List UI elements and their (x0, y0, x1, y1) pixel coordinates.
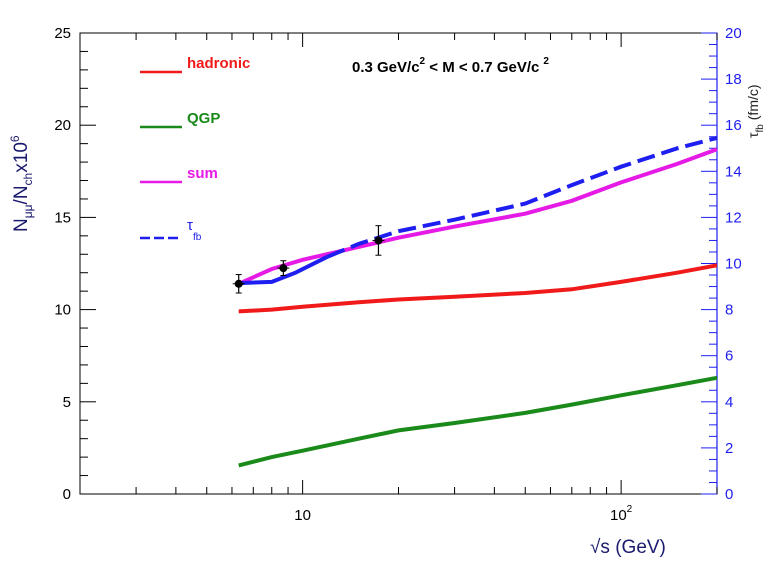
y-tick-label-5: 25 (54, 25, 71, 42)
y2label-sub: fb (755, 124, 766, 133)
y2-tick-label-2: 4 (725, 394, 733, 411)
svg-text:Nμμ/Nchx106: Nμμ/Nchx106 (8, 135, 35, 232)
data-points (232, 225, 385, 294)
plot-frame (79, 32, 718, 495)
x-tick-exp-1: 2 (627, 504, 633, 515)
y-tick-label-3: 15 (54, 209, 71, 226)
svg-text:τfb (fm/c): τfb (fm/c) (745, 84, 766, 138)
x-axis-title: √s (GeV) (590, 537, 666, 558)
y2-axis-title: τfb (fm/c) (745, 84, 766, 138)
x-axis-ticks: 10 102 (79, 33, 718, 524)
x-tick-label-0: 10 (294, 507, 311, 524)
legend-label-3: τfb (187, 217, 202, 243)
legend-label-text-3: τ (187, 217, 193, 234)
ylabel-slash: /N (11, 185, 32, 204)
data-point-2 (374, 236, 383, 245)
y2-tick-label-5: 10 (725, 256, 742, 273)
y-tick-label-0: 0 (63, 486, 71, 503)
y2-tick-label-8: 16 (725, 117, 742, 134)
y2-tick-label-4: 8 (725, 302, 733, 319)
y2-tick-label-9: 18 (725, 71, 742, 88)
y2-tick-label-10: 20 (725, 25, 742, 42)
title-sup-2: 2 (543, 56, 549, 67)
title-part-1: 0.3 GeV/c (352, 59, 420, 76)
series-tau-solid (238, 254, 329, 286)
y-tick-label-1: 5 (63, 394, 71, 411)
y-tick-label-2: 10 (54, 302, 71, 319)
y2-tick-label-1: 2 (725, 440, 733, 457)
series-line-0 (238, 263, 718, 314)
series-tau-dashed (327, 135, 718, 259)
x-tick-label-1: 102 (610, 504, 633, 524)
y2label-tau: τ (745, 132, 761, 138)
y-axis-ticks: 0 5 10 15 20 25 (54, 25, 96, 503)
title-sup-1: 2 (420, 56, 426, 67)
legend-label-text-0: hadronic (187, 55, 250, 72)
ylabel-x10: x10 (11, 142, 32, 173)
series-line-2 (237, 147, 718, 286)
legend-label-text-2: sum (187, 165, 218, 182)
chart-title: 0.3 GeV/c2 < M < 0.7 GeV/c 2 (352, 56, 549, 76)
x-tick-base-0: 10 (294, 507, 311, 524)
legend: hadronic QGP sum τfb (140, 55, 250, 243)
series-group (237, 135, 718, 468)
y2-tick-label-7: 14 (725, 163, 742, 180)
legend-label-2: sum (187, 165, 218, 182)
title-part-2: < M < 0.7 GeV/c (425, 59, 539, 76)
y2label-unit: (fm/c) (745, 84, 761, 124)
ylabel-N: N (11, 218, 32, 232)
y2-axis-ticks: 0 2 4 6 8 10 12 14 16 18 20 (701, 25, 742, 503)
ylabel-sub2: ch (21, 173, 35, 186)
data-point-0 (234, 279, 243, 288)
legend-label-sub-3: fb (193, 232, 202, 243)
ylabel-exp: 6 (8, 135, 22, 142)
y-axis-title: Nμμ/Nchx106 (8, 135, 35, 232)
x-tick-base-1: 10 (610, 507, 627, 524)
series-line-1 (238, 375, 718, 468)
legend-label-text-1: QGP (187, 110, 220, 127)
y2-tick-label-6: 12 (725, 209, 742, 226)
data-point-1 (279, 264, 288, 273)
legend-label-0: hadronic (187, 55, 250, 72)
y2-tick-label-3: 6 (725, 348, 733, 365)
ylabel-sub1: μμ (21, 204, 35, 218)
legend-label-1: QGP (187, 110, 220, 127)
y2-tick-label-0: 0 (725, 486, 733, 503)
y-tick-label-4: 20 (54, 117, 71, 134)
